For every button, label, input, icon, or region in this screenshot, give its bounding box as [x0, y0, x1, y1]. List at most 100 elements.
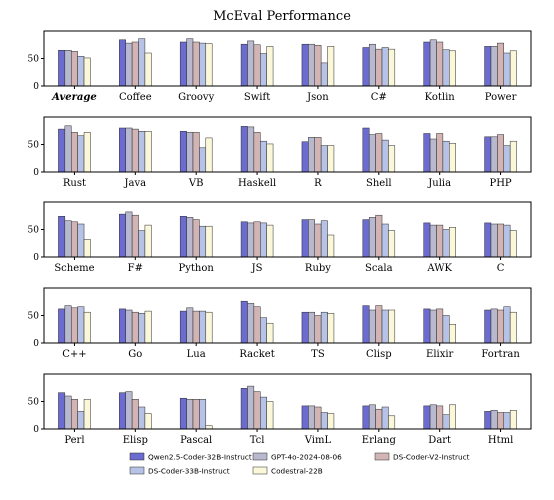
bar	[449, 50, 456, 87]
bar	[253, 391, 261, 430]
category-label: Clisp	[366, 349, 392, 360]
bar	[503, 412, 511, 430]
bar	[260, 317, 267, 344]
bar	[260, 396, 267, 430]
panel-frame	[43, 30, 532, 87]
bar	[58, 50, 66, 87]
panel-frame	[43, 373, 532, 430]
bar	[64, 125, 72, 173]
bar	[199, 399, 207, 430]
bar	[266, 46, 274, 87]
legend-label: GPT-4o-2024-08-06	[271, 453, 342, 462]
bar	[125, 309, 133, 344]
category-label: Racket	[239, 349, 274, 360]
bar	[490, 223, 498, 258]
bar	[308, 43, 315, 87]
bar	[375, 408, 383, 430]
bar	[138, 131, 146, 173]
bar	[509, 311, 517, 344]
bar	[449, 404, 456, 430]
y-tick-label: 0	[33, 168, 39, 178]
bar	[388, 230, 396, 258]
category-label: Fortran	[481, 349, 520, 360]
category-label: Tcl	[250, 435, 265, 446]
bar	[260, 222, 267, 258]
bar	[199, 42, 207, 87]
bar	[144, 413, 152, 430]
panel-2: 0 50 Rust Java VB Haskell R Shell Julia PHP	[28, 116, 532, 189]
bar	[314, 45, 322, 87]
legend-swatch	[252, 452, 268, 461]
bar	[77, 411, 85, 430]
bar	[423, 222, 431, 258]
bar	[64, 50, 72, 87]
bar	[83, 132, 91, 173]
bar	[314, 137, 322, 173]
bar	[308, 219, 315, 258]
panel-4: 0 50 C++ Go Lua Racket TS Clisp Elixir Fortran	[28, 287, 532, 360]
category-label: Julia	[427, 178, 451, 189]
category-label: Perl	[64, 435, 84, 446]
bar	[442, 229, 450, 258]
bar	[131, 311, 139, 344]
y-tick-label: 0	[33, 82, 39, 92]
bar	[362, 305, 370, 344]
category-label: Shell	[366, 178, 392, 189]
bar	[83, 399, 91, 430]
y-tick-label: 50	[28, 141, 40, 151]
bar	[70, 132, 78, 173]
bar	[186, 399, 194, 430]
bar	[83, 57, 91, 87]
legend-label: Codestral-22B	[271, 467, 323, 476]
legend-swatch	[252, 466, 268, 475]
bar	[119, 213, 126, 258]
bar	[77, 223, 85, 258]
bar	[368, 217, 376, 258]
category-label: Average	[51, 92, 97, 103]
bar	[253, 44, 261, 87]
bar	[186, 132, 194, 173]
y-tick-label: 0	[33, 339, 39, 349]
bar	[64, 305, 72, 344]
bar	[205, 137, 213, 173]
bar	[314, 315, 322, 344]
bar	[179, 41, 187, 87]
category-label: VimL	[304, 435, 332, 446]
bar	[484, 136, 492, 173]
bar	[327, 46, 335, 87]
category-label: Java	[124, 178, 147, 189]
bar	[199, 147, 207, 173]
bar	[301, 141, 309, 173]
bar	[429, 138, 437, 173]
bar	[375, 305, 383, 344]
bar	[320, 220, 328, 258]
bar	[388, 145, 396, 173]
category-label: Scheme	[54, 263, 94, 274]
bar	[119, 392, 126, 430]
bar	[490, 46, 498, 87]
legend-item: GPT-4o-2024-08-06	[252, 452, 342, 462]
bar	[138, 38, 146, 87]
bar	[179, 397, 187, 430]
bar	[77, 135, 85, 173]
y-tick-label: 50	[28, 312, 40, 322]
category-label: Swift	[244, 92, 270, 103]
bar	[58, 308, 66, 344]
category-label: Ruby	[305, 263, 331, 274]
bar	[253, 306, 261, 344]
bar	[490, 410, 498, 430]
bar	[423, 405, 431, 430]
bar	[509, 230, 517, 258]
bar	[490, 136, 498, 173]
bar	[266, 224, 274, 258]
panel-5: 0 50 Perl Elisp Pascal Tcl VimL Erlang Dart Html	[28, 373, 532, 446]
bar	[240, 126, 248, 173]
bar	[423, 41, 431, 87]
bar	[388, 309, 396, 344]
bar	[70, 399, 78, 430]
legend-label: Qwen2.5-Coder-32B-Instruct	[148, 453, 252, 462]
category-label: Elixir	[426, 349, 454, 360]
chart-title: McEval Performance	[213, 9, 351, 24]
bar	[301, 219, 309, 258]
legend-item: Qwen2.5-Coder-32B-Instruct	[129, 453, 252, 462]
